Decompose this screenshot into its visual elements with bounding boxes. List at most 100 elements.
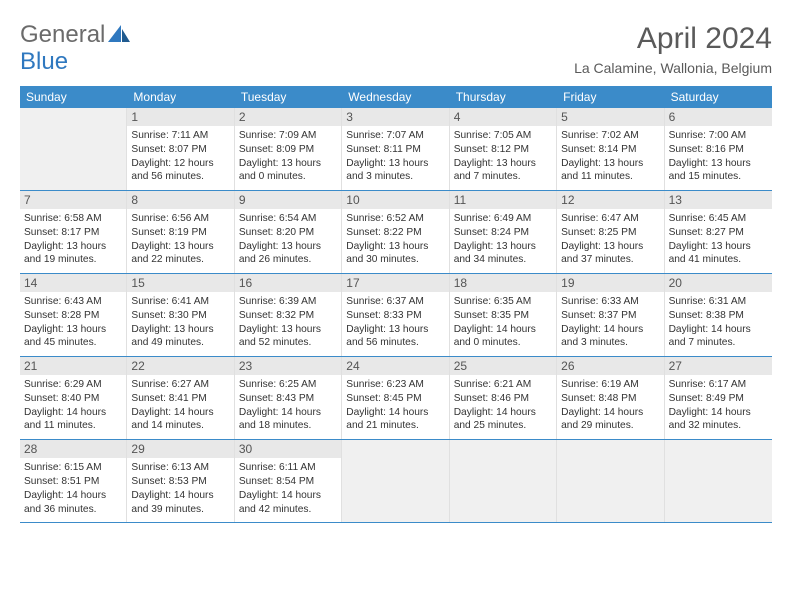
daylight-text: Daylight: 13 hours and 3 minutes. <box>346 157 444 185</box>
calendar-cell: 20Sunrise: 6:31 AMSunset: 8:38 PMDayligh… <box>665 274 772 356</box>
day-number: 26 <box>557 357 663 375</box>
day-details: Sunrise: 6:23 AMSunset: 8:45 PMDaylight:… <box>346 378 444 433</box>
logo-blue: Blue <box>20 50 130 74</box>
week-row: 28Sunrise: 6:15 AMSunset: 8:51 PMDayligh… <box>20 440 772 523</box>
day-number: 1 <box>127 108 233 126</box>
day-details: Sunrise: 6:21 AMSunset: 8:46 PMDaylight:… <box>454 378 552 433</box>
dow-header: Wednesday <box>342 86 449 108</box>
sunset-text: Sunset: 8:12 PM <box>454 143 552 157</box>
sunset-text: Sunset: 8:45 PM <box>346 392 444 406</box>
daylight-text: Daylight: 14 hours and 39 minutes. <box>131 489 229 517</box>
calendar-cell: 30Sunrise: 6:11 AMSunset: 8:54 PMDayligh… <box>235 440 342 522</box>
day-details: Sunrise: 6:54 AMSunset: 8:20 PMDaylight:… <box>239 212 337 267</box>
sunrise-text: Sunrise: 7:02 AM <box>561 129 659 143</box>
day-number: 17 <box>342 274 448 292</box>
daylight-text: Daylight: 14 hours and 3 minutes. <box>561 323 659 351</box>
calendar-cell: 4 Sunrise: 7:05 AMSunset: 8:12 PMDaylight… <box>450 108 557 190</box>
day-number: 18 <box>450 274 556 292</box>
day-number: 14 <box>20 274 126 292</box>
sunrise-text: Sunrise: 6:52 AM <box>346 212 444 226</box>
sunset-text: Sunset: 8:54 PM <box>239 475 337 489</box>
daylight-text: Daylight: 13 hours and 15 minutes. <box>669 157 768 185</box>
day-details: Sunrise: 6:58 AMSunset: 8:17 PMDaylight:… <box>24 212 122 267</box>
location: La Calamine, Wallonia, Belgium <box>574 60 772 76</box>
dow-header: Sunday <box>20 86 127 108</box>
sunrise-text: Sunrise: 6:25 AM <box>239 378 337 392</box>
dow-header: Tuesday <box>235 86 342 108</box>
sunrise-text: Sunrise: 6:21 AM <box>454 378 552 392</box>
sunset-text: Sunset: 8:24 PM <box>454 226 552 240</box>
sunset-text: Sunset: 8:53 PM <box>131 475 229 489</box>
day-details: Sunrise: 6:41 AMSunset: 8:30 PMDaylight:… <box>131 295 229 350</box>
calendar-cell: 7Sunrise: 6:58 AMSunset: 8:17 PMDaylight… <box>20 191 127 273</box>
day-details: Sunrise: 7:09 AMSunset: 8:09 PMDaylight:… <box>239 129 337 184</box>
sunrise-text: Sunrise: 6:27 AM <box>131 378 229 392</box>
sunrise-text: Sunrise: 6:45 AM <box>669 212 768 226</box>
day-number: 11 <box>450 191 556 209</box>
daylight-text: Daylight: 13 hours and 7 minutes. <box>454 157 552 185</box>
sunset-text: Sunset: 8:30 PM <box>131 309 229 323</box>
sunset-text: Sunset: 8:35 PM <box>454 309 552 323</box>
calendar-cell <box>342 440 449 522</box>
day-details: Sunrise: 6:11 AMSunset: 8:54 PMDaylight:… <box>239 461 337 516</box>
daylight-text: Daylight: 14 hours and 42 minutes. <box>239 489 337 517</box>
day-details: Sunrise: 6:52 AMSunset: 8:22 PMDaylight:… <box>346 212 444 267</box>
dow-header: Thursday <box>450 86 557 108</box>
calendar-cell <box>20 108 127 190</box>
sunrise-text: Sunrise: 6:39 AM <box>239 295 337 309</box>
sunset-text: Sunset: 8:09 PM <box>239 143 337 157</box>
day-number: 27 <box>665 357 772 375</box>
sunrise-text: Sunrise: 6:35 AM <box>454 295 552 309</box>
sunrise-text: Sunrise: 6:15 AM <box>24 461 122 475</box>
day-number: 10 <box>342 191 448 209</box>
daylight-text: Daylight: 13 hours and 49 minutes. <box>131 323 229 351</box>
sunset-text: Sunset: 8:43 PM <box>239 392 337 406</box>
day-details: Sunrise: 7:07 AMSunset: 8:11 PMDaylight:… <box>346 129 444 184</box>
daylight-text: Daylight: 13 hours and 52 minutes. <box>239 323 337 351</box>
sunset-text: Sunset: 8:16 PM <box>669 143 768 157</box>
sunset-text: Sunset: 8:48 PM <box>561 392 659 406</box>
sunset-text: Sunset: 8:33 PM <box>346 309 444 323</box>
calendar-cell: 11Sunrise: 6:49 AMSunset: 8:24 PMDayligh… <box>450 191 557 273</box>
week-row: 7Sunrise: 6:58 AMSunset: 8:17 PMDaylight… <box>20 191 772 274</box>
sunset-text: Sunset: 8:25 PM <box>561 226 659 240</box>
sunrise-text: Sunrise: 6:31 AM <box>669 295 768 309</box>
sunset-text: Sunset: 8:32 PM <box>239 309 337 323</box>
dow-header: Monday <box>127 86 234 108</box>
sunset-text: Sunset: 8:19 PM <box>131 226 229 240</box>
daylight-text: Daylight: 14 hours and 11 minutes. <box>24 406 122 434</box>
day-details: Sunrise: 6:35 AMSunset: 8:35 PMDaylight:… <box>454 295 552 350</box>
daylight-text: Daylight: 14 hours and 36 minutes. <box>24 489 122 517</box>
calendar-cell: 6Sunrise: 7:00 AMSunset: 8:16 PMDaylight… <box>665 108 772 190</box>
logo: General Blue <box>20 22 130 74</box>
day-details: Sunrise: 7:11 AMSunset: 8:07 PMDaylight:… <box>131 129 229 184</box>
day-number: 22 <box>127 357 233 375</box>
day-details: Sunrise: 7:00 AMSunset: 8:16 PMDaylight:… <box>669 129 768 184</box>
sunset-text: Sunset: 8:46 PM <box>454 392 552 406</box>
calendar-cell: 1 Sunrise: 7:11 AMSunset: 8:07 PMDaylight… <box>127 108 234 190</box>
logo-sail-icon <box>108 24 130 48</box>
day-number: 4 <box>450 108 556 126</box>
sunrise-text: Sunrise: 6:41 AM <box>131 295 229 309</box>
sunrise-text: Sunrise: 7:05 AM <box>454 129 552 143</box>
day-details: Sunrise: 6:31 AMSunset: 8:38 PMDaylight:… <box>669 295 768 350</box>
calendar-cell: 2 Sunrise: 7:09 AMSunset: 8:09 PMDaylight… <box>235 108 342 190</box>
daylight-text: Daylight: 13 hours and 0 minutes. <box>239 157 337 185</box>
calendar-cell: 16Sunrise: 6:39 AMSunset: 8:32 PMDayligh… <box>235 274 342 356</box>
day-details: Sunrise: 7:02 AMSunset: 8:14 PMDaylight:… <box>561 129 659 184</box>
day-number: 3 <box>342 108 448 126</box>
sunrise-text: Sunrise: 7:11 AM <box>131 129 229 143</box>
logo-general: General <box>20 23 105 47</box>
daylight-text: Daylight: 13 hours and 37 minutes. <box>561 240 659 268</box>
sunset-text: Sunset: 8:40 PM <box>24 392 122 406</box>
day-number: 25 <box>450 357 556 375</box>
daylight-text: Daylight: 13 hours and 45 minutes. <box>24 323 122 351</box>
day-number: 2 <box>235 108 341 126</box>
sunrise-text: Sunrise: 7:00 AM <box>669 129 768 143</box>
daylight-text: Daylight: 14 hours and 21 minutes. <box>346 406 444 434</box>
calendar: SundayMondayTuesdayWednesdayThursdayFrid… <box>20 86 772 523</box>
sunset-text: Sunset: 8:11 PM <box>346 143 444 157</box>
day-number: 5 <box>557 108 663 126</box>
day-details: Sunrise: 6:47 AMSunset: 8:25 PMDaylight:… <box>561 212 659 267</box>
dow-header: Friday <box>557 86 664 108</box>
